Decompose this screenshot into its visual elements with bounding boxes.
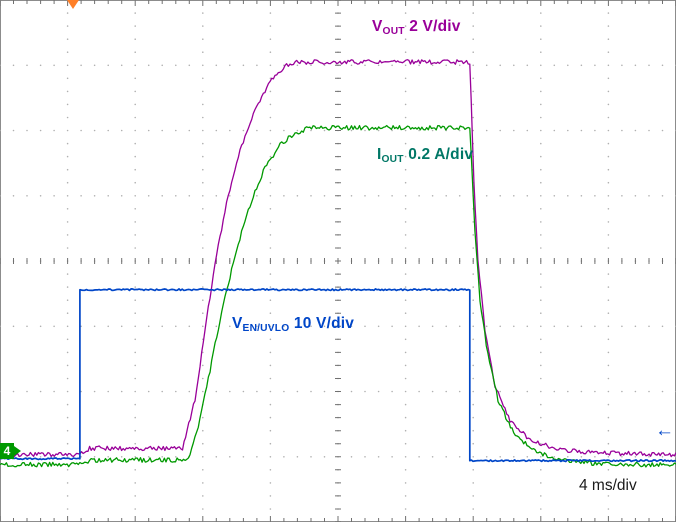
trigger-position-icon bbox=[67, 0, 79, 9]
iout-label: IOUT 0.2 A/div bbox=[377, 146, 473, 165]
iout-label-subscript: OUT bbox=[381, 153, 404, 165]
channel4-arrow-icon bbox=[14, 446, 21, 456]
trace-v-out bbox=[0, 59, 676, 458]
ven-label-symbol: V bbox=[232, 315, 243, 332]
iout-label-symbol: I bbox=[377, 146, 382, 163]
ven-uvlo-label: VEN/UVLO 10 V/div bbox=[232, 315, 354, 334]
trace-v-en-uvlo bbox=[0, 288, 676, 463]
vout-label-scale: 2 V/div bbox=[404, 18, 461, 35]
vout-label: VOUT 2 V/div bbox=[372, 18, 461, 37]
ven-label-subscript: EN/UVLO bbox=[242, 322, 290, 334]
timebase-label: 4 ms/div bbox=[579, 477, 637, 494]
vout-label-subscript: OUT bbox=[382, 25, 405, 37]
channel4-ground-marker: 4 bbox=[0, 443, 21, 459]
vout-label-symbol: V bbox=[372, 18, 383, 35]
iout-label-scale: 0.2 A/div bbox=[403, 146, 474, 163]
channel4-number-badge: 4 bbox=[0, 443, 14, 459]
trigger-level-arrow-icon: ← bbox=[655, 420, 674, 441]
ven-label-scale: 10 V/div bbox=[289, 315, 355, 332]
trace-i-out bbox=[0, 124, 676, 468]
